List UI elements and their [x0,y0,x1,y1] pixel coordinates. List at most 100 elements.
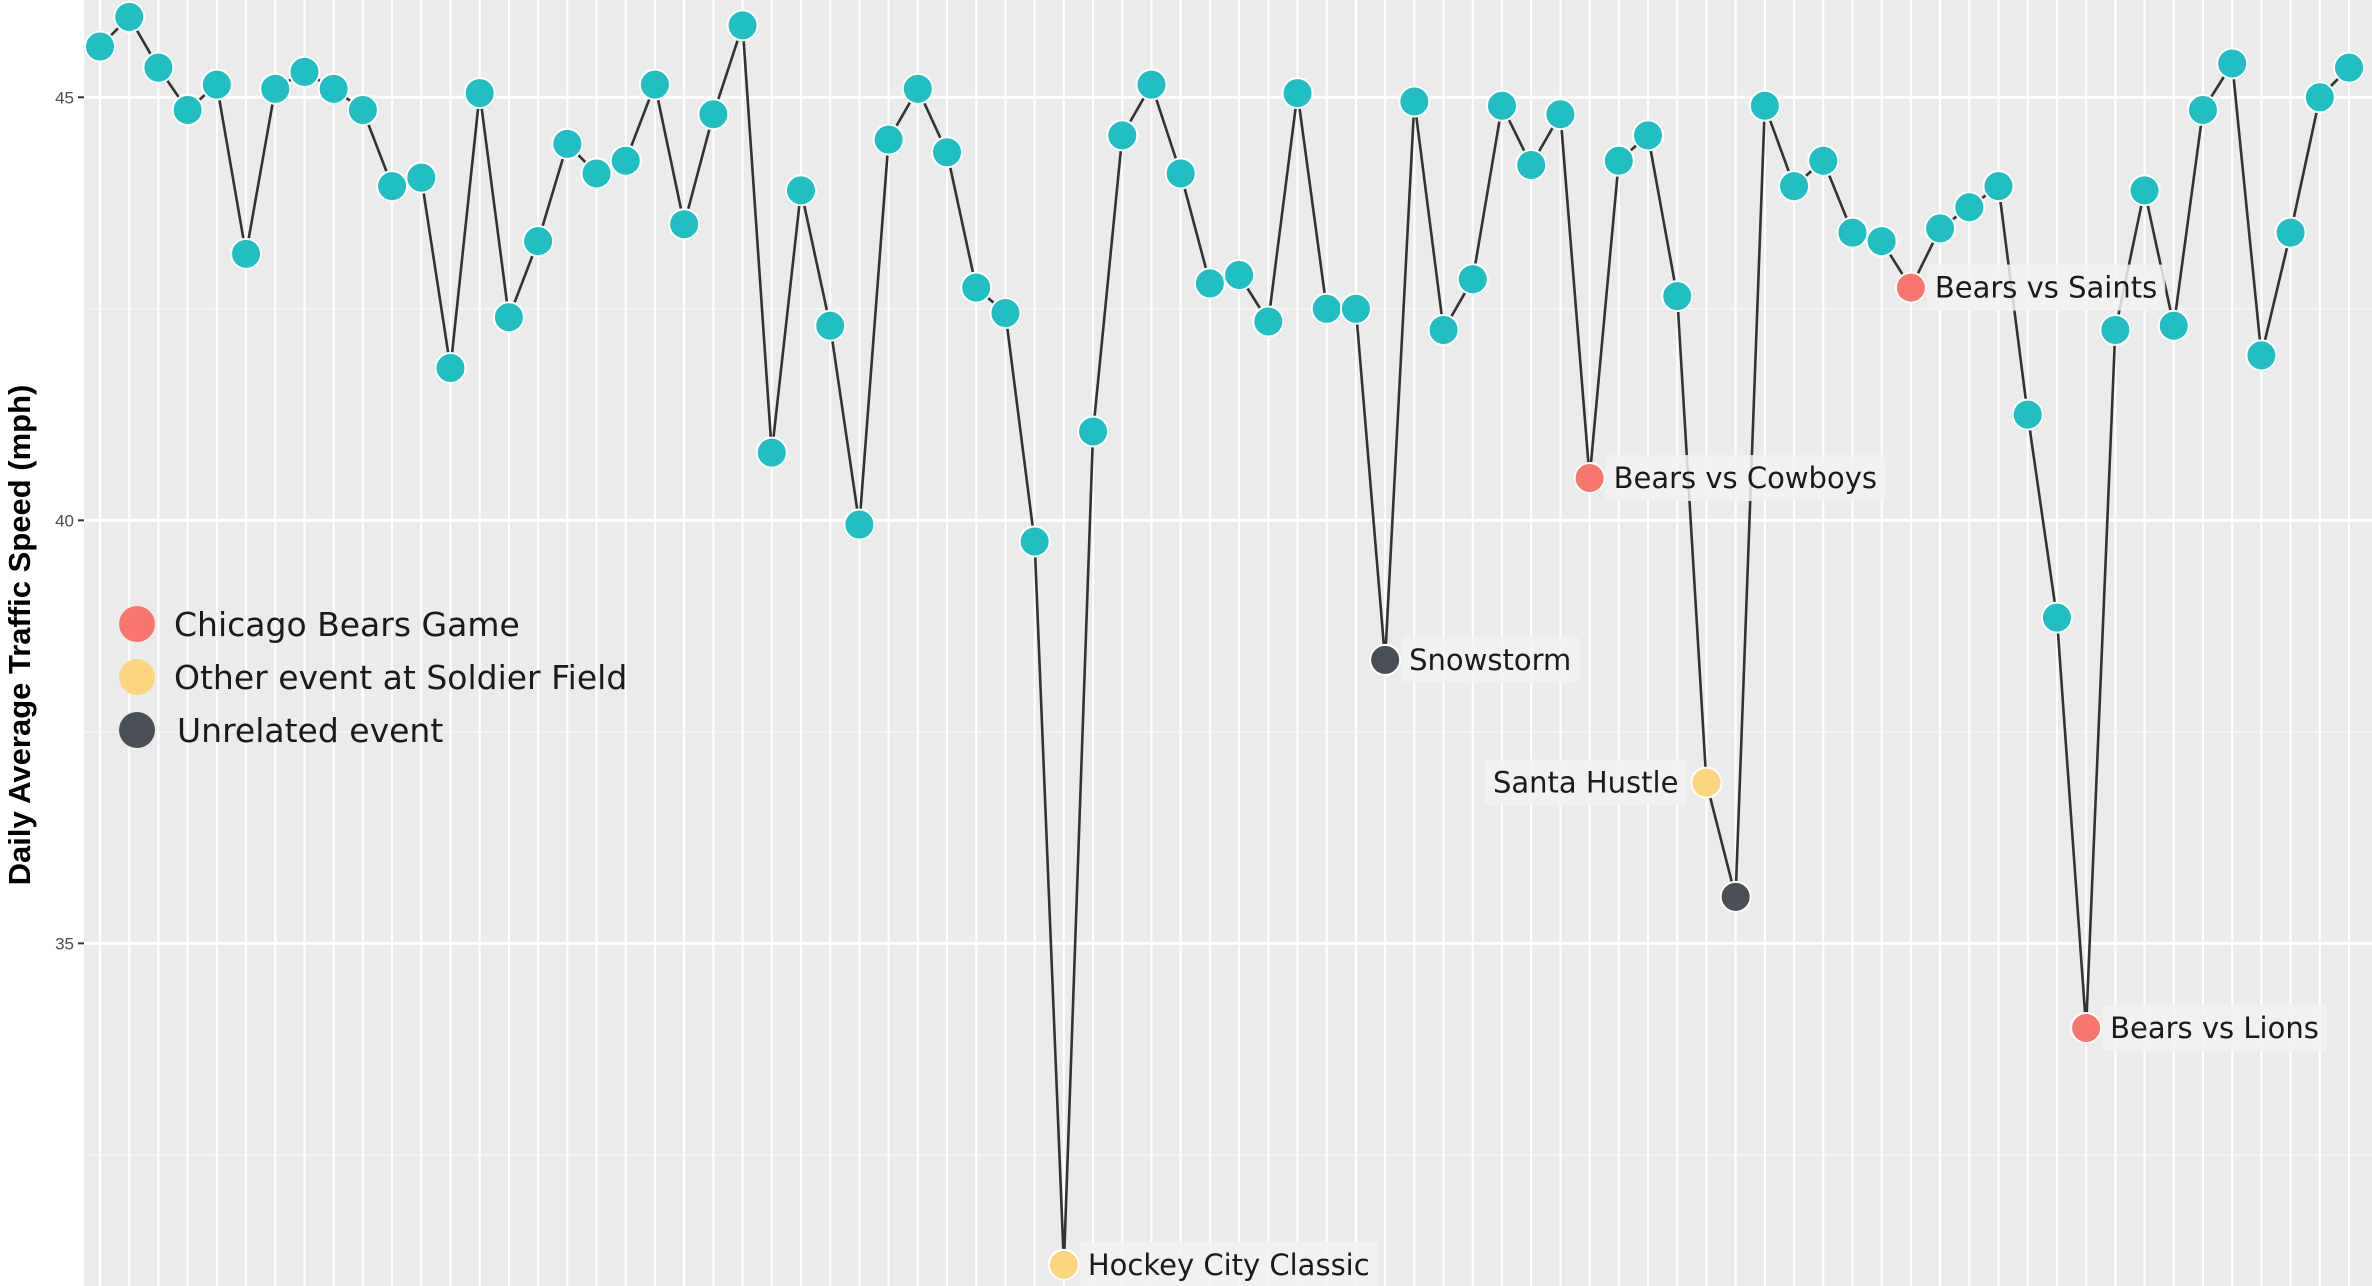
data-point [726,9,759,42]
annotation-label: Bears vs Saints [1935,271,2157,305]
data-point [1135,68,1168,101]
data-point [609,144,642,177]
data-point [2303,81,2336,114]
annotation-label: Bears vs Cowboys [1614,461,1877,495]
data-point-bears [1573,462,1606,495]
data-point [346,93,379,126]
data-point [1106,119,1139,152]
data-point [1427,313,1460,346]
data-point [2128,174,2161,207]
data-point [638,68,671,101]
data-point [901,72,934,105]
data-point [1193,267,1226,300]
annotation-background [1079,1241,1378,1286]
series-points [84,0,2365,1281]
data-point [434,352,467,385]
data-point [814,309,847,342]
data-point [755,436,788,469]
data-point [113,0,146,33]
data-point-soldier-field [1690,766,1723,799]
data-point [1982,170,2015,203]
data-point [230,237,263,270]
data-point [551,127,584,160]
data-point [1602,144,1635,177]
data-point [784,174,817,207]
data-point [1632,119,1665,152]
legend-swatch-unrelated [119,712,155,748]
data-point [1748,89,1781,122]
data-point [171,93,204,126]
data-point [989,297,1022,330]
data-point [1252,305,1285,338]
data-point [2099,313,2132,346]
data-point [2157,309,2190,342]
data-point [142,51,175,84]
data-point [522,225,555,258]
data-point [1515,148,1548,181]
data-point [2333,51,2365,84]
annotations: Hockey City Classic Snowstorm Bears vs Cow… [1079,264,2327,1286]
data-point [376,170,409,203]
data-point [1077,415,1110,448]
annotation-label: Snowstorm [1409,643,1571,677]
data-point [2186,93,2219,126]
data-point [1164,157,1197,190]
annotation-background [1605,455,1885,502]
annotation-label: Bears vs Lions [2110,1011,2319,1045]
data-point [1398,85,1431,118]
plot-panel [84,0,2372,1286]
data-point [259,72,292,105]
data-point [1807,144,1840,177]
data-point [931,136,964,169]
annotation-background [2102,1004,2327,1051]
data-point [960,271,993,304]
data-point [1544,98,1577,131]
y-tick-label: 35 [55,934,74,953]
data-point [317,72,350,105]
data-point [1485,89,1518,122]
data-point-bears [2070,1011,2103,1044]
data-point [697,98,730,131]
legend-label: Chicago Bears Game [174,605,520,644]
data-point [1018,525,1051,558]
data-point [1865,225,1898,258]
data-point-unrelated [1369,643,1402,676]
data-point [1223,258,1256,291]
annotation-background [1401,636,1580,683]
data-point [1778,170,1811,203]
data-point [2274,216,2307,249]
data-point [463,77,496,110]
legend-label: Other event at Soldier Field [174,658,627,697]
data-point-soldier-field [1047,1248,1080,1281]
data-point [1953,191,1986,224]
annotation-label: Santa Hustle [1493,766,1678,800]
data-point [843,508,876,541]
y-axis-title: Daily Average Traffic Speed (mph) [2,385,37,886]
grid-layer [84,0,2372,1286]
data-point [2245,339,2278,372]
y-tick-label: 40 [55,511,74,530]
data-point [1661,280,1694,313]
data-point [1281,77,1314,110]
y-axis: 35 40 45 [55,88,84,953]
legend: Chicago Bears Game Other event at Soldier… [119,605,627,750]
data-point [1836,216,1869,249]
data-point [872,123,905,156]
data-point [405,161,438,194]
data-point [1339,292,1372,325]
data-point [2216,47,2249,80]
legend-swatch-bears [119,606,155,642]
data-point [84,30,116,63]
data-point [580,157,613,190]
data-point [288,55,321,88]
annotation-background [1926,264,2166,311]
legend-swatch-soldier-field [119,659,155,695]
data-point [492,301,525,334]
legend-label: Unrelated event [177,711,443,750]
data-point [2011,398,2044,431]
data-point-bears [1894,271,1927,304]
y-tick-label: 45 [55,88,74,107]
data-point [668,208,701,241]
